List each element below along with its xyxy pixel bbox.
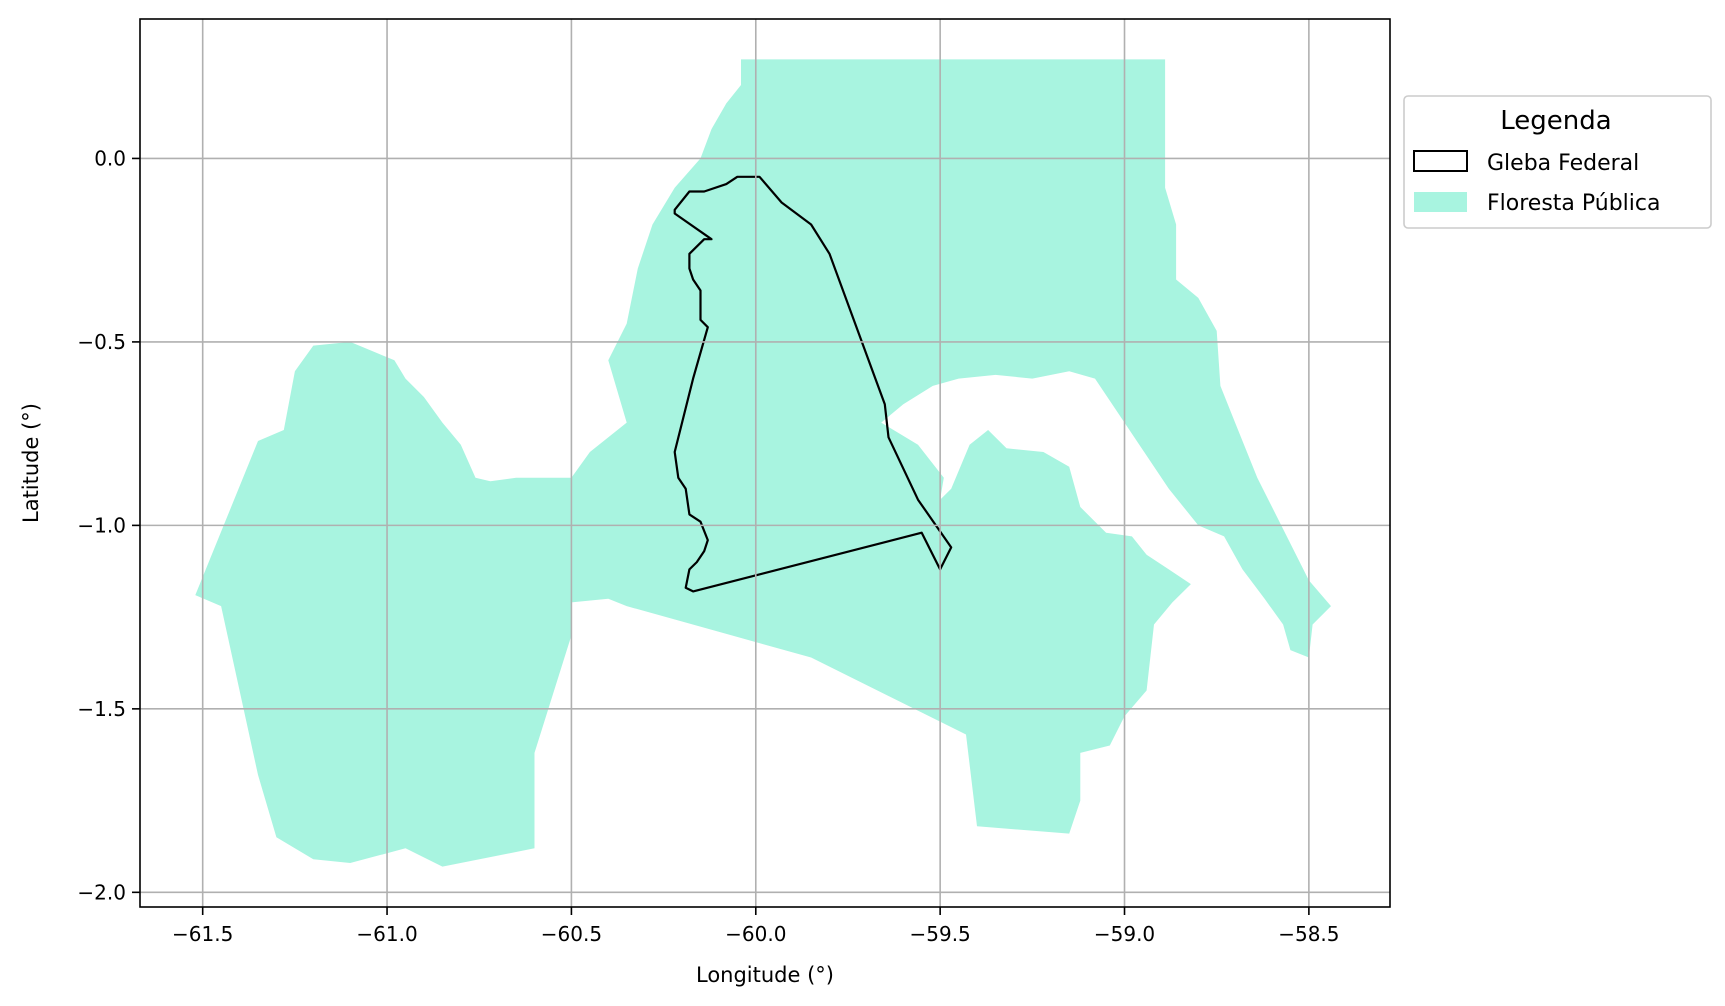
y-tick-label: −1.5 bbox=[77, 697, 126, 721]
y-axis-ticks: 0.0 −0.5 −1.0 −1.5 −2.0 bbox=[77, 146, 140, 904]
grid-lines bbox=[140, 19, 1390, 907]
legend-label-floresta-publica: Floresta Pública bbox=[1487, 191, 1660, 216]
y-axis-label: Latitude (°) bbox=[19, 403, 43, 523]
floresta-publica-area-0 bbox=[195, 59, 1331, 867]
y-tick-label: −0.5 bbox=[77, 330, 126, 354]
legend: Legenda Gleba Federal Floresta Pública bbox=[1403, 95, 1712, 229]
y-tick-label: −1.0 bbox=[77, 513, 126, 537]
gleba-federal-outline-0 bbox=[673, 175, 953, 593]
x-tick-label: −61.5 bbox=[172, 922, 233, 946]
x-tick-label: −61.0 bbox=[356, 922, 417, 946]
legend-label-gleba-federal: Gleba Federal bbox=[1487, 151, 1639, 176]
legend-swatch-gleba-federal bbox=[1413, 150, 1468, 172]
map-layers bbox=[195, 59, 1331, 867]
x-tick-label: −60.0 bbox=[725, 922, 786, 946]
x-tick-label: −60.5 bbox=[541, 922, 602, 946]
legend-swatch-floresta-publica bbox=[1414, 192, 1467, 212]
x-tick-label: −59.0 bbox=[1094, 922, 1155, 946]
x-axis-ticks: −61.5 −61.0 −60.5 −60.0 −59.5 −59.0 −58.5 bbox=[172, 907, 1340, 946]
legend-box bbox=[1403, 95, 1712, 229]
x-tick-label: −59.5 bbox=[909, 922, 970, 946]
y-tick-label: 0.0 bbox=[94, 146, 126, 170]
x-tick-label: −58.5 bbox=[1278, 922, 1339, 946]
x-axis-label: Longitude (°) bbox=[696, 963, 834, 987]
legend-title: Legenda bbox=[1500, 106, 1611, 136]
y-tick-label: −2.0 bbox=[77, 880, 126, 904]
plot-frame bbox=[139, 18, 1391, 908]
